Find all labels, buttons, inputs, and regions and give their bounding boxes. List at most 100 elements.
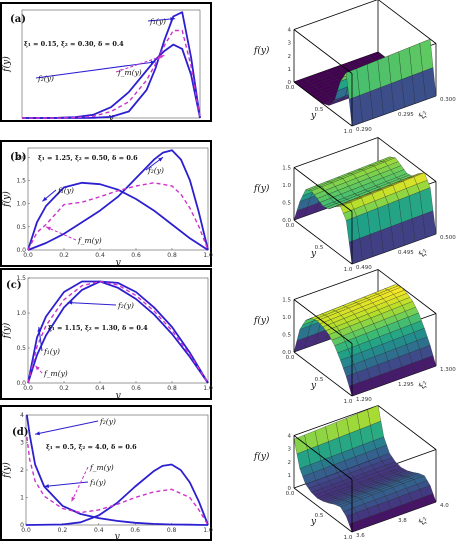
- y-tick-label: 1.5: [16, 177, 26, 184]
- y-tick-label: 1.0: [16, 310, 26, 317]
- arrow-head: [35, 431, 41, 436]
- arrow-head: [159, 55, 165, 59]
- z-tick-label: 4: [288, 28, 292, 34]
- arrow-head: [71, 496, 76, 502]
- surface-panel-4: 0 1 2 3 4 f(y) 0.0 0.5 1.0 y 3.6 3.8 4.0 ξ₂: [253, 405, 449, 541]
- box-edge-front: [293, 81, 353, 127]
- panel-params: ξ₁ = 0.15, ξ₂ = 0.30, δ = 0.4: [24, 40, 124, 48]
- z-tick-label: 2: [288, 460, 292, 466]
- depth-tick-label: 1.300: [440, 367, 456, 373]
- x-axis-label: y: [310, 249, 317, 259]
- depth-tick-label: 0.490: [356, 265, 372, 271]
- series-line-2: [27, 280, 209, 384]
- box-edge: [293, 0, 378, 30]
- y-tick-label: 4: [20, 412, 24, 419]
- surface-cell: [348, 95, 363, 127]
- z-axis-label: f(y): [253, 183, 270, 194]
- y-tick-label: 0.5: [16, 224, 26, 231]
- series-arrow: [45, 226, 77, 241]
- x-tick-label: 0.4: [94, 527, 104, 534]
- series-label: f_m(y): [117, 68, 142, 77]
- series-label: f₂(y): [147, 166, 164, 175]
- arrow-head: [170, 17, 176, 21]
- surface-cell: [348, 238, 363, 265]
- panel-frame: [0, 140, 212, 267]
- x-axis-label: y: [310, 111, 317, 121]
- x-tick-label: 0.0: [21, 527, 31, 534]
- series-label: f₁(y): [57, 186, 74, 195]
- depth-tick-label: 0.495: [398, 250, 414, 256]
- z-tick-label: 0.5: [282, 201, 291, 207]
- arrow-head: [150, 60, 156, 65]
- surface-cell: [348, 382, 363, 397]
- y-axis-label: f(y): [1, 191, 12, 208]
- x-axis-label: y: [310, 381, 317, 391]
- box-edge-front: [293, 299, 353, 344]
- x-axis-label: y: [114, 391, 121, 401]
- series-arrow: [71, 466, 89, 502]
- box-edge-front: [293, 435, 353, 480]
- box-edge-front: [293, 219, 353, 265]
- panel-params: ξ₁ = 1.25, ξ₂ = 0.50, δ = 0.6: [38, 154, 138, 162]
- arrow-head: [158, 157, 163, 162]
- z-tick-label: 1.0: [282, 315, 291, 321]
- depth-tick-label: 0.500: [440, 235, 456, 241]
- x-tick-label: 0.4: [95, 252, 105, 259]
- z-tick-label: 0: [288, 486, 292, 492]
- x-tick-label: 0.5: [315, 377, 324, 383]
- series-label: f₂(y): [37, 74, 54, 83]
- y-tick-label: 1: [20, 495, 24, 502]
- depth-tick-label: 1.295: [398, 382, 414, 388]
- series-arrow: [35, 61, 156, 79]
- box-edge-front: [293, 351, 353, 397]
- z-tick-label: 0.5: [282, 333, 291, 339]
- series-line-3: [27, 182, 209, 251]
- z-tick-label: 2: [288, 54, 292, 60]
- line-panel-3: 0.0 0.2 0.4 0.6 0.8 1.0 0.0 0.5 1.0 1.5 y f(y) (c) ξ₁…: [0, 268, 213, 401]
- panel-label: (d): [12, 427, 28, 438]
- x-tick-label: 0.0: [23, 252, 33, 259]
- plot-area: [27, 277, 209, 384]
- arrow-head: [67, 300, 73, 305]
- x-tick-label: 0.8: [167, 527, 177, 534]
- x-tick-label: 0.5: [315, 107, 324, 113]
- z-tick-label: 1.0: [282, 183, 291, 189]
- series-arrow: [34, 420, 99, 435]
- z-axis-label: f(y): [253, 315, 270, 326]
- arrow-head: [46, 226, 51, 231]
- x-tick-label: 1.0: [203, 385, 213, 392]
- surface-panel-2: 0.0 0.5 1.0 1.5 f(y) 0.0 0.5 1.0 y 0.490 0.495 0.50…: [253, 137, 456, 273]
- x-tick-label: 0.0: [286, 223, 295, 229]
- depth-axis-label: ξ₂: [417, 247, 428, 257]
- y-tick-label: 0.0: [16, 380, 26, 387]
- panel-params: ξ₁ = 0.5, ξ₂ = 4.0, δ = 0.6: [46, 443, 137, 451]
- y-axis-label: f(y): [1, 56, 12, 73]
- box-edge-front: [293, 487, 353, 533]
- x-tick-label: 0.6: [131, 252, 141, 259]
- series-label: f₂(y): [117, 301, 134, 310]
- x-tick-label: 0.0: [286, 355, 295, 361]
- depth-tick-label: 1.290: [356, 397, 372, 403]
- series-label: f_m(y): [89, 463, 114, 472]
- series-label: f_m(y): [43, 369, 68, 378]
- arrow-head: [42, 196, 48, 202]
- x-axis-label: y: [114, 258, 121, 268]
- series-line-2: [25, 463, 209, 526]
- x-tick-label: 1.0: [203, 252, 213, 259]
- y-tick-label: 1.0: [16, 201, 26, 208]
- box-edge: [377, 0, 437, 44]
- y-tick-label: 0.0: [16, 247, 26, 254]
- x-tick-label: 0.6: [131, 385, 141, 392]
- x-tick-label: 0.5: [315, 513, 324, 519]
- series-label: f₁(y): [89, 478, 106, 487]
- box-edge: [293, 137, 379, 168]
- z-tick-label: 0.0: [282, 350, 291, 356]
- plot-area: [27, 147, 209, 251]
- y-tick-label: 2.0: [16, 154, 26, 161]
- panel-label: (a): [10, 14, 26, 25]
- box-edge: [293, 269, 379, 300]
- z-axis-label: f(y): [253, 45, 270, 56]
- box-edge-front: [293, 29, 353, 74]
- panel-params: ξ₁ = 1.15, ξ₂ = 1.30, δ = 0.4: [48, 324, 148, 332]
